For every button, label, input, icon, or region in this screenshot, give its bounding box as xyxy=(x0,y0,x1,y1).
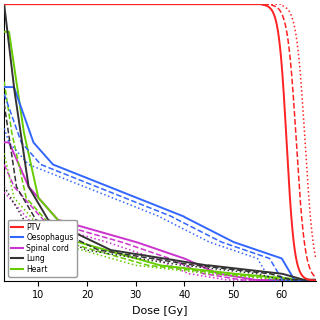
X-axis label: Dose [Gy]: Dose [Gy] xyxy=(132,306,188,316)
Legend: PTV, Oesophagus, Spinal cord, Lung, Heart: PTV, Oesophagus, Spinal cord, Lung, Hear… xyxy=(8,220,77,277)
